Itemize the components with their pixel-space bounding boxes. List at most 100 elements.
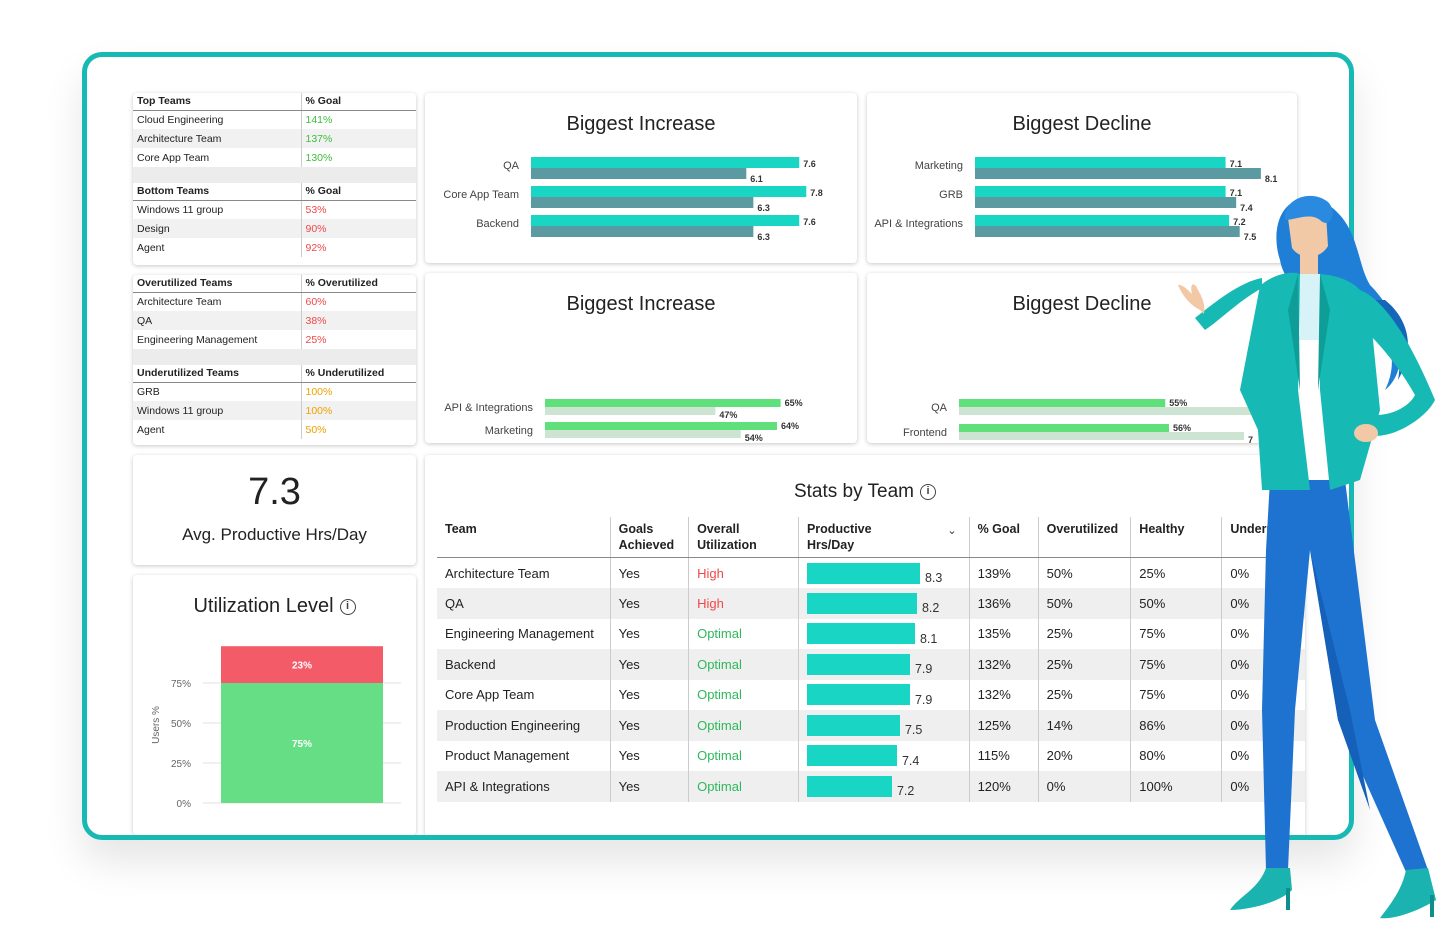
stats-by-team-card: Stats by Team i Team Goals Achieved Overal… <box>425 455 1305 835</box>
table-row[interactable]: Cloud Engineering 141% <box>133 110 416 129</box>
team-value: 53% <box>300 200 416 219</box>
tick-label: 50% <box>171 719 191 730</box>
cell-goals: Yes <box>609 740 689 771</box>
productive-bar <box>806 775 892 797</box>
cell-goals: Yes <box>609 679 689 710</box>
table-row[interactable]: Backend Yes Optimal 7.9 132% 25% 75% 0% <box>437 649 1305 680</box>
col-header-goals[interactable]: Goals Achieved <box>609 517 689 558</box>
divider <box>133 167 416 183</box>
info-icon[interactable]: i <box>339 598 356 615</box>
table-row[interactable]: Windows 11 group 100% <box>133 401 416 420</box>
col-header-goal[interactable]: % Goal <box>968 517 1039 558</box>
cell-over: 50% <box>1037 588 1131 619</box>
team-value: 25% <box>300 330 416 349</box>
cell-healthy: 100% <box>1130 771 1222 802</box>
col-header-utilization[interactable]: Overall Utilization <box>688 517 799 558</box>
data-label: 56% <box>1173 423 1191 433</box>
team-value: 100% <box>300 401 416 420</box>
col-header: % Underutilized <box>300 365 416 383</box>
bar-current <box>959 399 1166 407</box>
divider <box>133 349 416 365</box>
team-value: 38% <box>300 311 416 330</box>
data-label: 7.1 <box>1230 159 1243 169</box>
table-row[interactable]: GRB 100% <box>133 382 416 401</box>
dashboard-frame: Top Teams% Goal Cloud Engineering 141% Ar… <box>82 52 1354 840</box>
table-row[interactable]: Engineering Management 25% <box>133 330 416 349</box>
info-icon[interactable]: i <box>920 483 937 500</box>
table-row[interactable]: Core App Team Yes Optimal 7.9 132% 25% 75% 0% <box>437 679 1305 710</box>
table-row[interactable]: Architecture Team 60% <box>133 292 416 311</box>
cell-util: Optimal <box>688 649 799 680</box>
cell-goal: 125% <box>968 710 1039 741</box>
team-name: GRB <box>137 385 160 398</box>
productive-value: 7.5 <box>904 723 923 738</box>
table-row[interactable]: Architecture Team 137% <box>133 129 416 148</box>
utilization-teams-card: Overutilized Teams% Overutilized Archite… <box>133 275 416 445</box>
bar-current <box>531 186 807 197</box>
chevron-down-icon[interactable]: ⌄ <box>947 525 957 537</box>
table-row[interactable]: QA Yes High 8.2 136% 50% 50% 0% <box>437 588 1305 619</box>
cell-goal: 115% <box>968 740 1039 771</box>
category-label: Backend <box>476 218 519 230</box>
data-label: 7 <box>1248 435 1253 443</box>
table-row[interactable]: Design 90% <box>133 219 416 238</box>
data-label: 7.4 <box>1240 203 1253 213</box>
col-header: Top Teams <box>133 93 301 111</box>
chart-title: Biggest Decline <box>1012 113 1152 135</box>
team-name: Agent <box>137 423 165 436</box>
cell-util: Optimal <box>688 618 799 649</box>
productive-value: 8.3 <box>924 571 943 585</box>
stats-title: Stats by Team <box>793 481 915 502</box>
table-row[interactable]: Engineering Management Yes Optimal 8.1 135% 2… <box>437 618 1305 649</box>
team-value: 90% <box>300 219 416 238</box>
cell-goal: 139% <box>968 557 1039 588</box>
cell-util: High <box>688 588 799 619</box>
presenter-illustration <box>1178 195 1436 919</box>
cell-goal: 132% <box>968 649 1039 680</box>
cell-team: Product Management <box>445 748 570 764</box>
data-label: 7.6 <box>803 159 816 169</box>
category-label: GRB <box>939 189 963 201</box>
bar-previous <box>531 197 754 208</box>
underutilized-teams-table: Underutilized Teams% Underutilized GRB 10… <box>133 365 416 439</box>
cell-goal: 120% <box>968 771 1039 802</box>
col-header: Bottom Teams <box>133 183 301 201</box>
cell-team: Backend <box>437 649 611 680</box>
stack-segment <box>221 683 383 803</box>
table-row[interactable]: QA 38% <box>133 311 416 330</box>
data-label: 7.6 <box>803 217 816 227</box>
team-value: 100% <box>300 382 416 401</box>
table-row[interactable]: Core App Team 130% <box>133 148 416 167</box>
col-header-overutilized[interactable]: Overutilized <box>1037 517 1131 558</box>
col-header: % Goal <box>300 93 416 111</box>
data-label: 7.2 <box>1233 217 1246 227</box>
productive-bar-cell: 8.3 <box>797 557 970 588</box>
productive-bar-cell: 7.5 <box>797 710 970 741</box>
cell-goals: Yes <box>609 649 689 680</box>
bar-current <box>531 215 800 226</box>
team-name: Architecture Team <box>137 295 222 308</box>
table-row[interactable]: Agent 92% <box>133 238 416 257</box>
biggest-increase-util-card: Biggest Increase API & Integrations 65% 47… <box>425 273 857 443</box>
col-header-productive[interactable]: Productive Hrs/Day ⌄ <box>797 517 970 558</box>
category-label: Marketing <box>485 425 533 437</box>
table-row[interactable]: Agent 50% <box>133 420 416 439</box>
table-row[interactable]: Product Management Yes Optimal 7.4 115% 20% 80… <box>437 740 1305 771</box>
cell-util: Optimal <box>688 679 799 710</box>
data-label: 7.8 <box>810 188 823 198</box>
data-label: 7.5 <box>1244 232 1257 242</box>
cell-healthy: 25% <box>1130 557 1222 588</box>
table-row[interactable]: Windows 11 group 53% <box>133 200 416 219</box>
cell-healthy: 75% <box>1130 679 1222 710</box>
productive-value: 7.9 <box>914 692 933 707</box>
cell-goals: Yes <box>609 588 689 619</box>
chart-title: Biggest Increase <box>566 293 716 315</box>
segment-label: 75% <box>292 739 312 750</box>
col-header-healthy[interactable]: Healthy <box>1130 517 1222 558</box>
bottom-teams-table: Bottom Teams% Goal Windows 11 group 53% D… <box>133 183 416 257</box>
cell-goals: Yes <box>609 710 689 741</box>
col-header-team[interactable]: Team <box>437 517 611 558</box>
team-value: 92% <box>300 238 416 257</box>
productive-bar-cell: 8.2 <box>797 588 970 619</box>
